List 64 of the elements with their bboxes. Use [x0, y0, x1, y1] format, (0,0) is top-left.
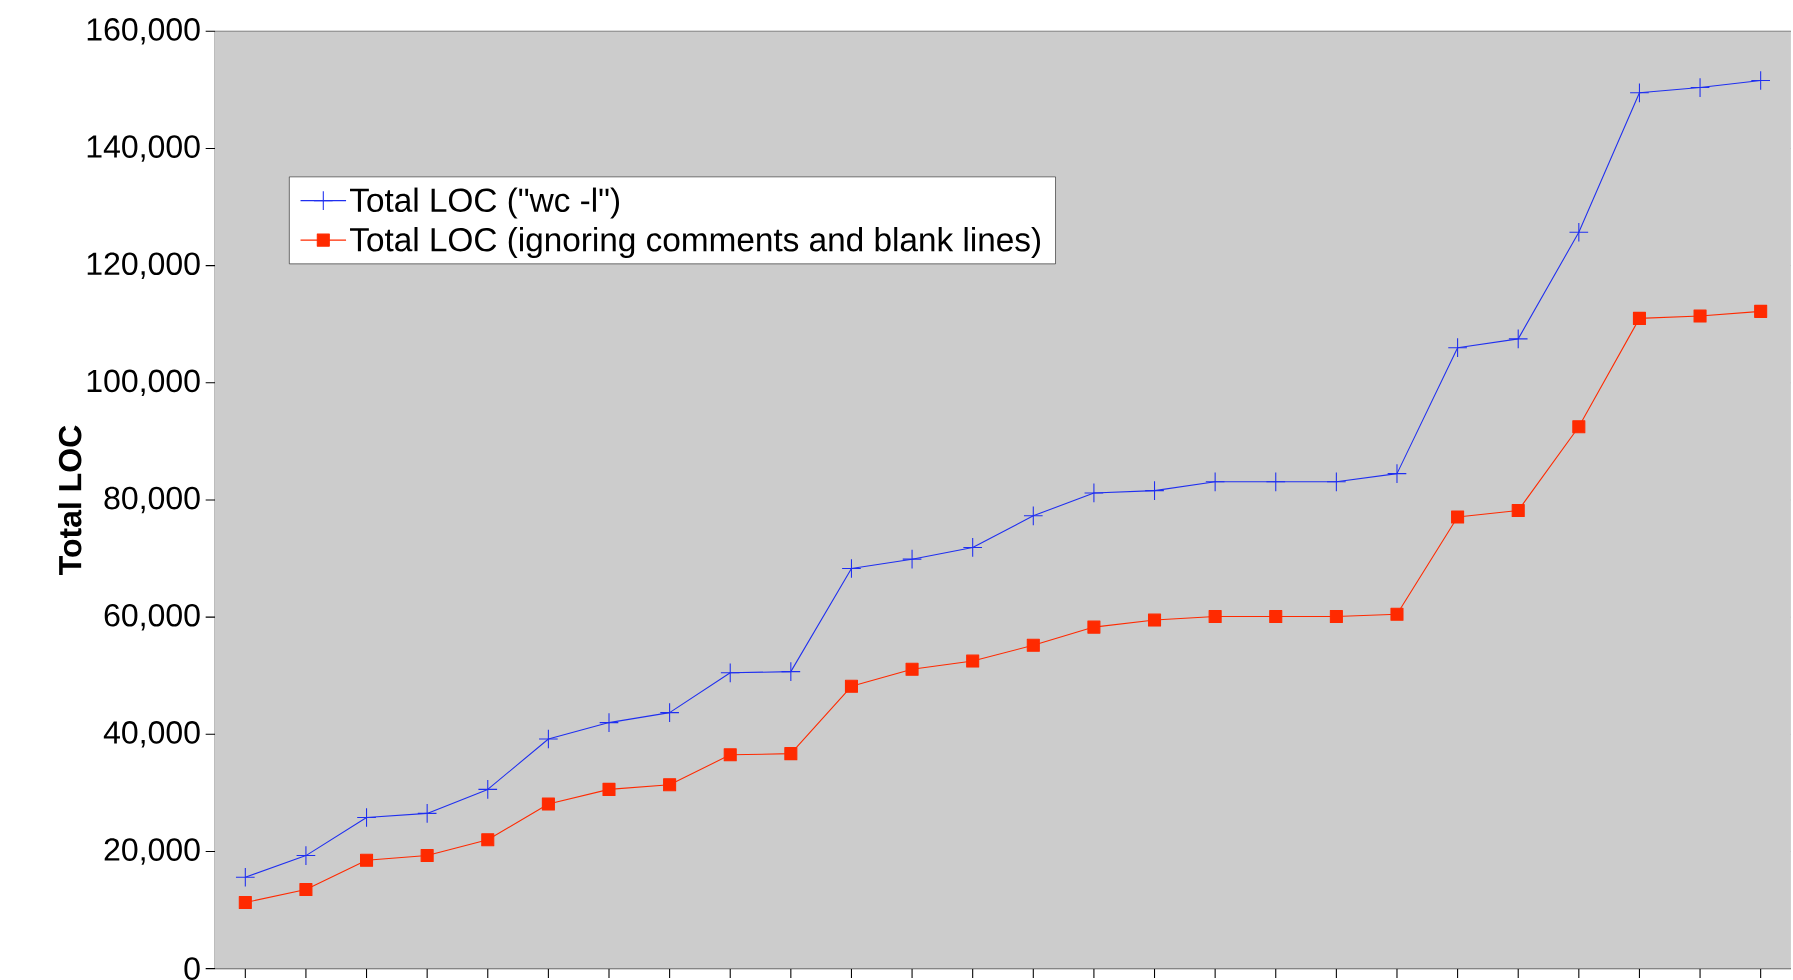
point: [962, 537, 983, 558]
point: [235, 867, 256, 888]
legend-label: Total LOC (ignoring comments and blank lines): [350, 227, 1040, 259]
point: [1329, 610, 1343, 624]
point: [356, 807, 377, 828]
point: [1690, 77, 1710, 98]
y-tick-label: 20,000: [104, 838, 200, 865]
point: [477, 779, 498, 800]
point: [1693, 309, 1707, 323]
point: [780, 661, 801, 682]
point: [1511, 503, 1525, 518]
point: [784, 747, 798, 761]
point: [1326, 471, 1347, 492]
point: [844, 679, 858, 693]
point: [417, 803, 438, 824]
point: [1572, 420, 1586, 434]
point: [1147, 613, 1162, 627]
point: [723, 748, 737, 762]
point: [1754, 304, 1768, 318]
point: [1269, 610, 1283, 624]
y-axis-title: Total LOC: [57, 425, 82, 575]
point: [299, 883, 313, 897]
point: [360, 853, 374, 867]
point: [1087, 620, 1101, 634]
point: [1084, 483, 1104, 503]
point: [720, 662, 741, 683]
point: [1144, 480, 1165, 501]
point: [905, 662, 919, 676]
point: [238, 895, 252, 909]
point: [1023, 505, 1044, 526]
point: [1205, 471, 1226, 492]
y-tick-label: 160,000: [87, 18, 200, 45]
point: [966, 654, 980, 668]
point: [1629, 82, 1650, 103]
y-tick-label: 60,000: [104, 603, 200, 631]
point: [841, 558, 862, 579]
point: [1265, 471, 1286, 492]
y-tick-label: 40,000: [103, 721, 200, 748]
point: [420, 849, 434, 863]
point: [602, 782, 616, 796]
y-tick-label: 0: [184, 957, 200, 980]
y-tick-label: 80,000: [104, 486, 200, 514]
point: [541, 797, 555, 811]
point: [902, 549, 922, 570]
point: [1750, 70, 1771, 91]
point: [1208, 610, 1222, 624]
point: [663, 778, 677, 792]
point: [1390, 607, 1404, 621]
legend-label: Total LOC ("wc -l"): [350, 187, 619, 219]
y-tick-label: 140,000: [87, 135, 200, 162]
point: [296, 845, 316, 866]
point: [538, 729, 559, 749]
point: [1508, 329, 1529, 349]
point: [1026, 638, 1040, 652]
point: [1568, 222, 1589, 243]
y-tick-label: 100,000: [87, 369, 200, 397]
y-tick-label: 120,000: [87, 252, 200, 279]
point: [599, 712, 619, 733]
point: [1632, 311, 1646, 325]
point: [1387, 463, 1407, 484]
point: [1447, 337, 1468, 358]
point: [481, 833, 495, 847]
point: [1451, 510, 1465, 524]
point: [659, 702, 680, 723]
